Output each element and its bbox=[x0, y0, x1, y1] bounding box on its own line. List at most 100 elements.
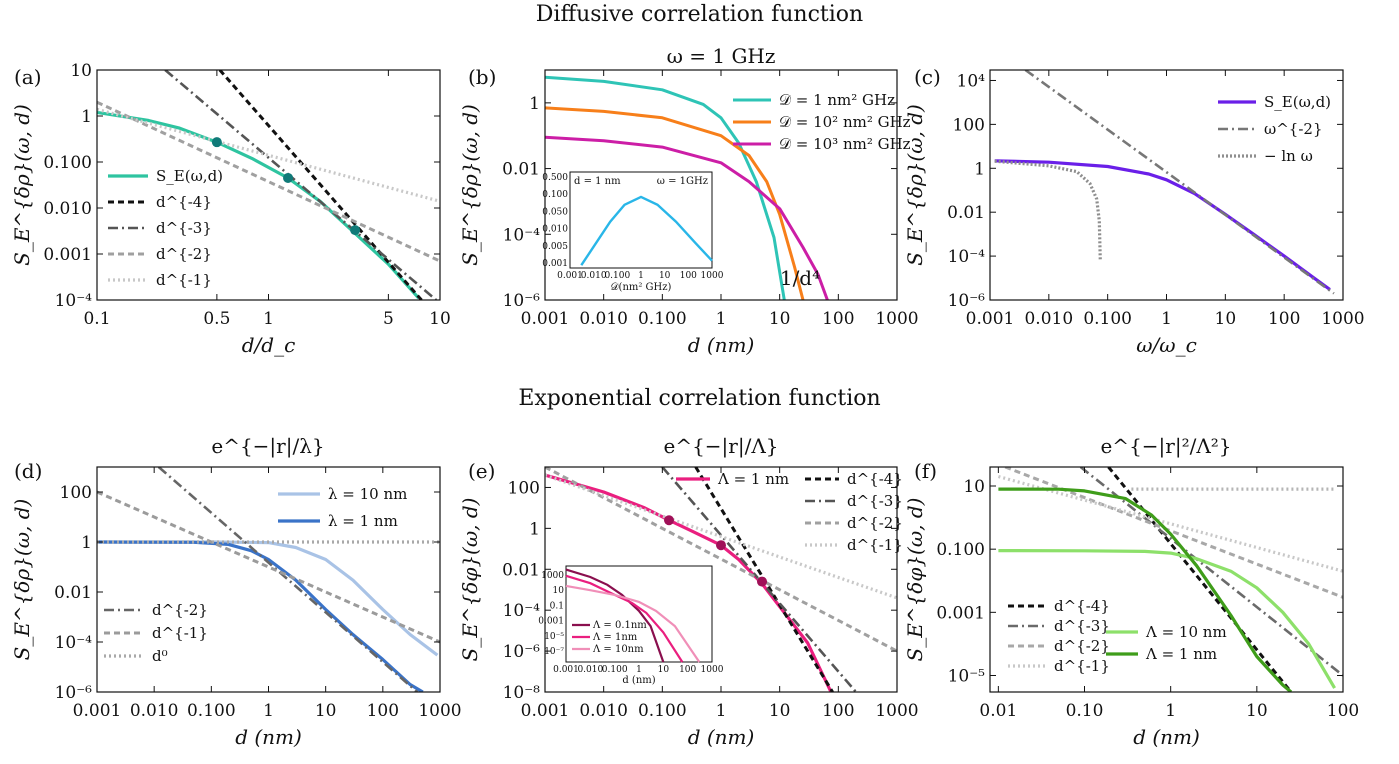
series-line-e-3 bbox=[545, 467, 897, 653]
legend-entry: S_E(ω,d) bbox=[156, 167, 223, 185]
series-line-e-4 bbox=[545, 473, 897, 600]
inset-y-tick-label: 0.500 bbox=[542, 173, 568, 183]
x-tick-label: 1000 bbox=[875, 309, 918, 329]
inset-x-tick-label: 0.010 bbox=[581, 271, 607, 281]
y-tick-label: 0.100 bbox=[936, 540, 985, 560]
y-tick-label: 10⁻⁶ bbox=[503, 642, 541, 662]
x-tick-label: 10 bbox=[1215, 309, 1237, 329]
x-tick-label: 1000 bbox=[875, 701, 918, 721]
panel-d: 0.001 0.010 0.100 1 10 100 1000 10⁻⁶ 10⁻⁴ 0.01 1 10… bbox=[10, 434, 462, 749]
slope-annotation: 1/d⁴ bbox=[780, 266, 820, 290]
inset-legend-entry: Λ = 0.1nm bbox=[592, 620, 647, 631]
inset-x-tick-label: 10 bbox=[659, 271, 671, 281]
x-tick-label: 1 bbox=[263, 701, 274, 721]
panel-c: 0.001 0.010 0.100 1 10 100 1000 10⁻⁶ 10⁻⁴ 0.01 1 10… bbox=[903, 65, 1365, 357]
series-line-d-1 bbox=[97, 540, 424, 692]
series-line-b-2 bbox=[545, 135, 829, 300]
legend-entry: d^{-2} bbox=[847, 514, 903, 532]
panel-f: 0.01 0.10 1 10 100 10⁻⁵ 0.001 0.100 10 (f) e^{−|r|… bbox=[903, 434, 1359, 749]
x-tick-label: 0.100 bbox=[638, 309, 687, 329]
legend-entry: d^{-1} bbox=[152, 624, 208, 642]
y-tick-label: 10⁻⁸ bbox=[503, 683, 541, 703]
inset-x-axis-label: 𝒟(nm² GHz) bbox=[611, 282, 672, 293]
inset-y-tick-label: 0.001 bbox=[538, 617, 564, 627]
y-tick-label: 10⁻⁴ bbox=[55, 291, 93, 311]
x-tick-label: 100 bbox=[1327, 701, 1359, 721]
y-tick-label: 10⁻⁶ bbox=[55, 683, 93, 703]
inset-frame bbox=[569, 171, 713, 269]
y-tick-label: 0.01 bbox=[54, 583, 92, 603]
x-tick-label: 100 bbox=[1268, 309, 1300, 329]
inset-y-tick-label: 0.1 bbox=[550, 601, 564, 611]
legend-entry: Λ = 1 nm bbox=[717, 470, 789, 488]
y-tick-label: 10⁻⁴ bbox=[55, 633, 93, 653]
legend-entry: 𝒟 = 10² nm² GHz bbox=[779, 113, 911, 131]
y-tick-label: 10 bbox=[963, 477, 985, 497]
series-line-d-3 bbox=[97, 490, 440, 644]
x-tick-label: 100 bbox=[822, 309, 854, 329]
legend-entry: S_E(ω,d) bbox=[1264, 93, 1331, 111]
legend-entry: d^{-2} bbox=[152, 601, 208, 619]
y-tick-label: 0.100 bbox=[43, 153, 92, 173]
series-line-c-1 bbox=[1024, 70, 1335, 295]
inset-curve-1 bbox=[565, 574, 684, 663]
panel-title: ω = 1 GHz bbox=[667, 44, 776, 68]
inset-y-tick-label: 0.005 bbox=[542, 242, 568, 252]
legend-entry: d^{-1} bbox=[847, 536, 903, 554]
data-point-marker bbox=[350, 225, 361, 236]
x-tick-label: 10 bbox=[429, 309, 451, 329]
section-title-diffusive: Diffusive correlation function bbox=[535, 2, 864, 27]
y-tick-label: 1 bbox=[974, 159, 985, 179]
series-line-f-1 bbox=[1079, 467, 1343, 677]
series-line-c-2 bbox=[994, 159, 1102, 262]
x-tick-label: 0.100 bbox=[1083, 309, 1132, 329]
panel-a: 0.1 0.5 1 5 10 10⁻⁴ 0.001 0.010 0.100 1 10 (a) d/d_c… bbox=[10, 61, 451, 357]
series-line-b-1 bbox=[545, 106, 805, 300]
x-tick-label: 1 bbox=[1165, 701, 1176, 721]
y-tick-label: 10⁻⁶ bbox=[948, 291, 986, 311]
x-tick-label: 100 bbox=[367, 701, 399, 721]
series-line-a-3 bbox=[97, 100, 440, 263]
inset-legend-entry: Λ = 1nm bbox=[592, 632, 638, 643]
legend-entry: 𝒟 = 10³ nm² GHz bbox=[779, 135, 911, 153]
y-tick-label: 1 bbox=[529, 519, 540, 539]
x-tick-label: 100 bbox=[822, 701, 854, 721]
series-group bbox=[545, 467, 897, 692]
series-line-a-0 bbox=[97, 110, 420, 300]
y-tick-label: 10⁻⁴ bbox=[503, 225, 541, 245]
y-tick-label: 100 bbox=[60, 483, 92, 503]
y-tick-label: 0.01 bbox=[502, 160, 540, 180]
panel-label: (e) bbox=[468, 459, 495, 483]
inset-y-tick-label: 10⁻⁷ bbox=[544, 647, 564, 657]
panel-title: e^{−|r|/Λ} bbox=[663, 434, 778, 459]
x-tick-label: 0.010 bbox=[579, 309, 628, 329]
series-group bbox=[545, 75, 829, 300]
x-tick-label: 0.100 bbox=[638, 701, 687, 721]
series-line-f-0 bbox=[1107, 467, 1293, 692]
y-tick-label: 10⁻⁴ bbox=[948, 247, 986, 267]
x-tick-label: 0.01 bbox=[979, 701, 1017, 721]
series-line-a-4 bbox=[97, 107, 440, 203]
inset-x-axis-label: d (nm) bbox=[622, 675, 655, 686]
x-tick-label: 0.010 bbox=[579, 701, 628, 721]
legend-entry: ω^{-2} bbox=[1264, 120, 1323, 138]
legend-entry: d^{-1} bbox=[156, 271, 212, 289]
inset-x-tick-label: 1 bbox=[636, 665, 642, 675]
inset-x-tick-label: 100 bbox=[680, 271, 697, 281]
legend-entry: d^{-2} bbox=[1054, 637, 1110, 655]
inset-label-omega: ω = 1GHz bbox=[657, 176, 708, 187]
data-point-marker bbox=[664, 515, 675, 526]
x-tick-label: 0.10 bbox=[1066, 701, 1104, 721]
x-tick-label: 0.010 bbox=[130, 701, 179, 721]
inset-curve-2 bbox=[565, 584, 701, 663]
inset-y-tick-label: 0.050 bbox=[542, 207, 568, 217]
y-axis-label: S_E^{δρ}(ω, d) bbox=[10, 499, 34, 661]
series-group bbox=[97, 70, 440, 300]
x-axis-label: d (nm) bbox=[235, 725, 302, 749]
legend-entry: − ln ω bbox=[1264, 147, 1313, 165]
x-tick-label: 0.001 bbox=[521, 309, 570, 329]
y-tick-label: 10 bbox=[70, 61, 92, 81]
panel-e: 0.001 0.010 0.100 1 10 100 100010⁻⁸10⁻⁶10⁻⁴0.0… bbox=[458, 434, 919, 749]
x-tick-label: 10 bbox=[1246, 701, 1268, 721]
